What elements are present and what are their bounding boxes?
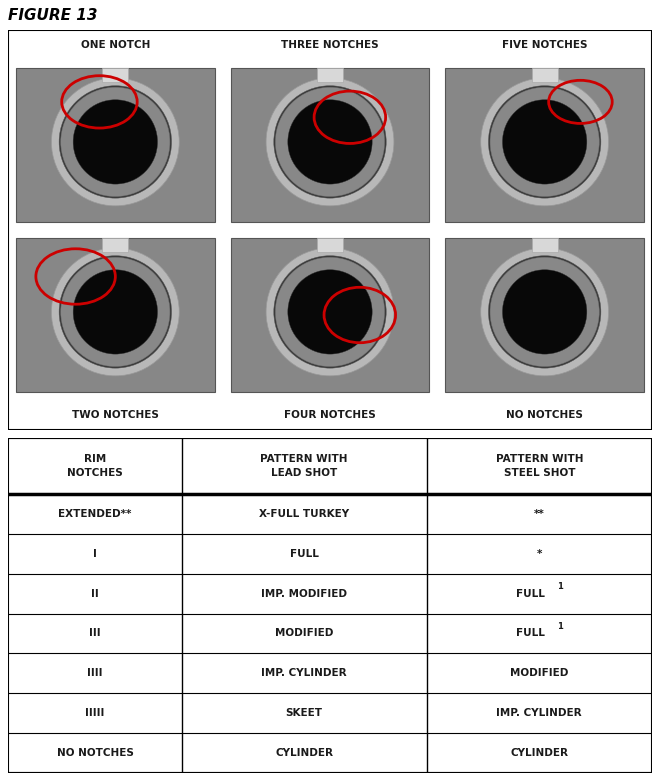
FancyBboxPatch shape (446, 68, 644, 222)
Circle shape (490, 87, 599, 197)
Circle shape (502, 270, 587, 354)
Text: FIGURE 13: FIGURE 13 (8, 8, 98, 23)
FancyBboxPatch shape (446, 238, 644, 392)
Circle shape (73, 100, 158, 184)
Text: CYLINDER: CYLINDER (510, 748, 568, 758)
Circle shape (51, 248, 180, 376)
Text: FULL: FULL (516, 629, 544, 639)
Text: II: II (91, 589, 99, 598)
Text: IMP. CYLINDER: IMP. CYLINDER (261, 668, 347, 679)
FancyBboxPatch shape (16, 68, 214, 222)
Text: X-FULL TURKEY: X-FULL TURKEY (259, 509, 349, 519)
FancyBboxPatch shape (8, 30, 652, 430)
Text: I: I (93, 549, 97, 558)
Text: IMP. CYLINDER: IMP. CYLINDER (496, 708, 582, 718)
Circle shape (274, 86, 386, 198)
Text: FOUR NOTCHES: FOUR NOTCHES (284, 410, 376, 420)
Text: FULL: FULL (516, 589, 544, 598)
Circle shape (266, 78, 394, 206)
Circle shape (61, 87, 170, 197)
Circle shape (502, 100, 587, 184)
Text: NO NOTCHES: NO NOTCHES (57, 748, 133, 758)
Circle shape (488, 256, 601, 368)
Text: IIIII: IIIII (85, 708, 105, 718)
Text: III: III (89, 629, 101, 639)
Circle shape (61, 257, 170, 367)
FancyBboxPatch shape (16, 238, 214, 392)
Circle shape (274, 256, 386, 368)
Text: PATTERN WITH
STEEL SHOT: PATTERN WITH STEEL SHOT (496, 455, 583, 477)
Text: IMP. MODIFIED: IMP. MODIFIED (261, 589, 347, 598)
Circle shape (275, 257, 385, 367)
FancyBboxPatch shape (532, 69, 558, 82)
FancyBboxPatch shape (230, 238, 430, 392)
FancyBboxPatch shape (102, 69, 128, 82)
Text: 1: 1 (556, 622, 562, 631)
Circle shape (480, 248, 609, 376)
Circle shape (59, 256, 172, 368)
Circle shape (266, 248, 394, 376)
FancyBboxPatch shape (317, 69, 343, 82)
Circle shape (488, 86, 601, 198)
Circle shape (288, 270, 372, 354)
Text: MODIFIED: MODIFIED (275, 629, 333, 639)
Text: NO NOTCHES: NO NOTCHES (506, 410, 583, 420)
FancyBboxPatch shape (317, 239, 343, 252)
Text: EXTENDED**: EXTENDED** (58, 509, 131, 519)
Circle shape (490, 257, 599, 367)
Circle shape (288, 100, 372, 184)
FancyBboxPatch shape (102, 239, 128, 252)
Text: RIM
NOTCHES: RIM NOTCHES (67, 455, 123, 477)
Text: 1: 1 (556, 582, 562, 591)
Text: *: * (537, 549, 542, 558)
Text: **: ** (534, 509, 544, 519)
Circle shape (73, 270, 158, 354)
Circle shape (51, 78, 180, 206)
Text: FIVE NOTCHES: FIVE NOTCHES (502, 40, 587, 50)
Text: MODIFIED: MODIFIED (510, 668, 568, 679)
Text: FULL: FULL (290, 549, 319, 558)
FancyBboxPatch shape (8, 438, 652, 773)
Text: TWO NOTCHES: TWO NOTCHES (72, 410, 159, 420)
Text: SKEET: SKEET (286, 708, 323, 718)
Text: IIII: IIII (87, 668, 103, 679)
FancyBboxPatch shape (532, 239, 558, 252)
Text: PATTERN WITH
LEAD SHOT: PATTERN WITH LEAD SHOT (261, 455, 348, 477)
Text: CYLINDER: CYLINDER (275, 748, 333, 758)
Text: THREE NOTCHES: THREE NOTCHES (281, 40, 379, 50)
Text: ONE NOTCH: ONE NOTCH (81, 40, 150, 50)
Circle shape (275, 87, 385, 197)
Circle shape (480, 78, 609, 206)
Circle shape (59, 86, 172, 198)
FancyBboxPatch shape (230, 68, 430, 222)
